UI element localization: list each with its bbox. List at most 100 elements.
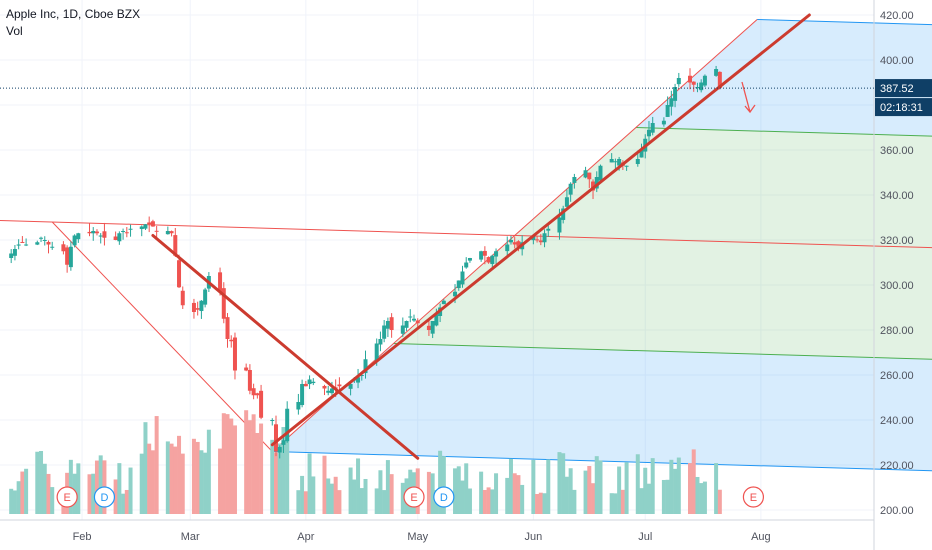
volume-bar (643, 467, 648, 514)
volume-bar (453, 468, 458, 514)
volume-bar (322, 455, 327, 514)
candle (65, 247, 70, 265)
symbol-title[interactable]: Apple Inc, 1D, Cboe BZX (6, 7, 141, 21)
candle (665, 105, 670, 117)
volume-bar (356, 458, 361, 514)
y-tick-label: 360.00 (880, 145, 914, 157)
volume-bar (516, 475, 521, 514)
volume-bar (594, 456, 599, 514)
trendline-drawings[interactable] (151, 13, 811, 460)
volume-bars (9, 410, 722, 514)
candle (285, 408, 290, 442)
candle (412, 318, 416, 321)
candle (382, 325, 387, 339)
candle (117, 233, 122, 242)
candle (464, 262, 469, 268)
volume-bar (363, 478, 368, 514)
volume-bar (154, 416, 159, 514)
candle (337, 384, 342, 387)
candle (717, 71, 722, 89)
volume-bar (113, 479, 118, 514)
y-tick-label: 400.00 (880, 55, 914, 67)
volume-bar (143, 422, 148, 514)
candle (505, 244, 510, 252)
andrews-pitchfork[interactable] (0, 19, 932, 482)
candle (225, 317, 230, 339)
event-marker-label: E (410, 492, 417, 504)
candle (244, 367, 249, 371)
y-tick-label: 320.00 (880, 235, 914, 247)
volume-bar (255, 432, 260, 514)
volume-bar (333, 476, 338, 514)
candle (546, 228, 551, 231)
candle (482, 250, 487, 256)
pitchfork-zone-lower (272, 343, 932, 471)
candle (259, 390, 264, 418)
candle (531, 235, 536, 241)
volume-bar (352, 479, 357, 514)
volume-bar (385, 460, 390, 514)
candle (441, 300, 446, 305)
candle (143, 224, 148, 229)
volume-bar (587, 465, 592, 514)
candle (408, 316, 413, 318)
x-tick-label: Aug (751, 531, 771, 543)
volume-bar (300, 475, 305, 514)
countdown-badge (875, 98, 932, 117)
candle (564, 197, 569, 207)
event-marker (93, 486, 116, 508)
candle (113, 236, 118, 240)
volume-bar (546, 459, 551, 514)
volume-bar (613, 493, 618, 514)
volume-bar (326, 478, 331, 514)
candle (20, 241, 25, 243)
candle (322, 385, 327, 389)
candle (303, 383, 308, 387)
candle (695, 87, 700, 89)
volume-bar (702, 481, 707, 514)
candle (195, 308, 200, 310)
volume-bar (225, 414, 230, 514)
volume-bar (494, 473, 499, 514)
volume-bar (676, 457, 681, 514)
volume-bar (665, 479, 670, 514)
candle (650, 123, 655, 133)
volume-bar (624, 462, 629, 514)
volume-bar (389, 474, 394, 514)
candle (348, 384, 353, 389)
last-price-value: 387.52 (880, 83, 914, 95)
volume-bar (42, 463, 47, 514)
candle (102, 231, 107, 238)
candle (430, 321, 435, 334)
volume-bar (430, 473, 435, 514)
pitchfork-zone-upper (635, 19, 932, 137)
volume-bar (150, 450, 155, 514)
candle (12, 249, 17, 256)
volume-bar (285, 438, 290, 514)
volume-bar (542, 493, 547, 514)
volume-bar (691, 449, 696, 514)
candle (460, 271, 465, 285)
volume-bar (490, 489, 495, 514)
volume-bar (169, 443, 174, 514)
volume-indicator-label[interactable]: Vol (6, 24, 23, 38)
volume-bar (35, 451, 40, 514)
candle (389, 317, 394, 330)
volume-bar (714, 463, 719, 514)
candle (311, 381, 316, 384)
candle (594, 177, 599, 189)
volume-bar (76, 463, 81, 514)
x-tick-label: Mar (181, 531, 200, 543)
volume-bar (251, 414, 256, 514)
candle (613, 161, 618, 163)
candle (150, 221, 155, 227)
volume-bar (348, 467, 353, 514)
volume-bar (274, 452, 278, 514)
volume-bar (456, 466, 461, 514)
volume-bar (505, 477, 510, 514)
volume-bar (244, 410, 249, 514)
volume-bar (281, 427, 286, 514)
candle (203, 289, 208, 305)
